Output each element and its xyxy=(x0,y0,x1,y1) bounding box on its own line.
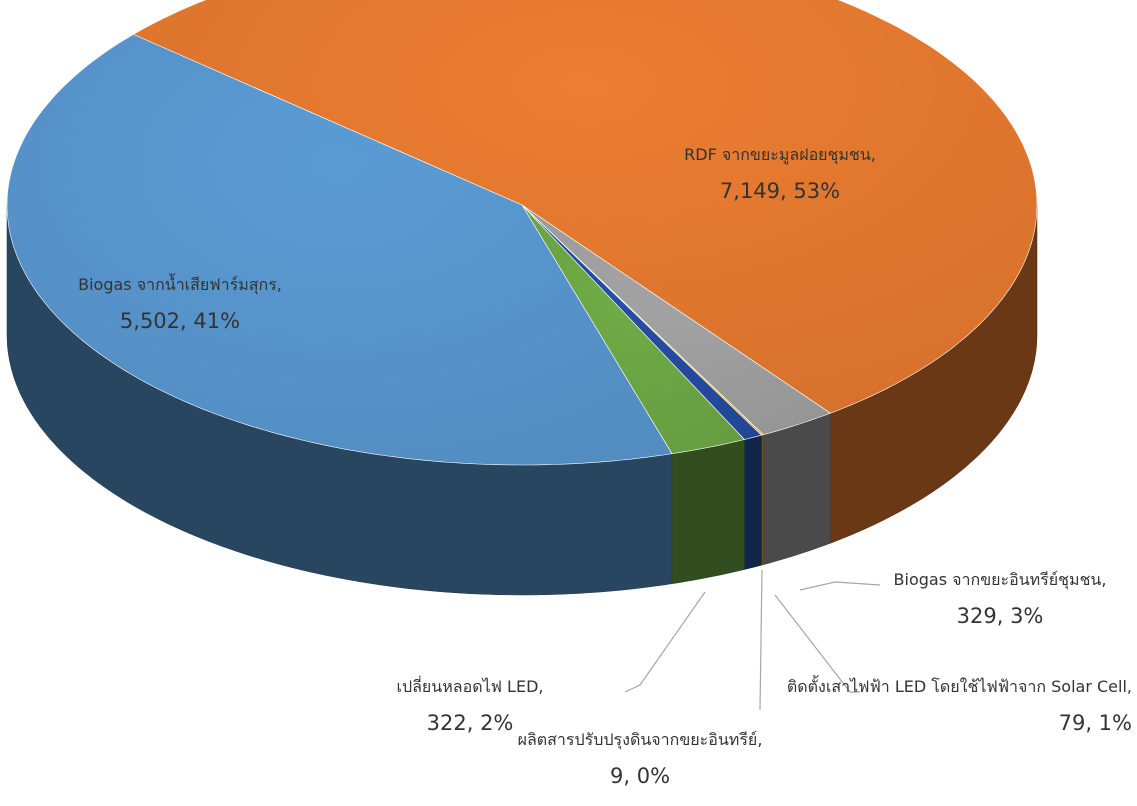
sep: , xyxy=(1127,677,1132,696)
sep: , xyxy=(277,275,282,294)
data-label: ผลิตสารปรับปรุงดินจากขยะอินทรีย์, xyxy=(518,730,763,750)
leader-line xyxy=(624,591,706,693)
slice xyxy=(521,204,832,436)
percent-label: 1% xyxy=(1099,711,1132,735)
sep: , xyxy=(467,711,480,735)
data-label: Biogas จากน้ำเสียฟาร์มสุกร, xyxy=(78,273,282,295)
percent-label: 41% xyxy=(193,309,240,333)
data-label: ติดตั้งเสาไฟฟ้า LED โดยใช้ไฟฟ้าจาก Solar… xyxy=(787,675,1132,696)
sep: , xyxy=(1101,570,1106,589)
leader-line xyxy=(799,581,881,591)
sep: , xyxy=(623,764,636,788)
value-label: 329 xyxy=(957,604,997,628)
percent-label: 3% xyxy=(1010,604,1043,628)
slice-side xyxy=(671,439,745,584)
leader-line xyxy=(774,594,860,693)
category-name: Biogas จากน้ำเสียฟาร์มสุกร xyxy=(78,273,277,295)
data-label: Biogas จากขยะอินทรีย์ชุมชน, xyxy=(894,570,1107,590)
sep: , xyxy=(538,677,543,696)
leader-line xyxy=(759,569,763,711)
percent-label: 53% xyxy=(793,179,840,203)
data-label: เปลี่ยนหลอดไฟ LED, xyxy=(397,675,544,696)
value-label: 322 xyxy=(427,711,467,735)
sep: , xyxy=(180,309,193,333)
category-name: ติดตั้งเสาไฟฟ้า LED โดยใช้ไฟฟ้าจาก Solar… xyxy=(787,675,1127,696)
sep: , xyxy=(1085,711,1098,735)
category-name: เปลี่ยนหลอดไฟ LED xyxy=(397,675,539,696)
data-label: 9, 0% xyxy=(610,764,670,788)
category-name: ผลิตสารปรับปรุงดินจากขยะอินทรีย์ xyxy=(518,730,758,750)
data-label: 79, 1% xyxy=(1059,711,1132,735)
slice xyxy=(521,204,745,455)
slice xyxy=(6,34,673,466)
slice xyxy=(132,0,1038,414)
value-label: 7,149 xyxy=(720,179,780,203)
data-label: 7,149, 53% xyxy=(720,179,840,203)
sep: , xyxy=(780,179,793,203)
slice-side xyxy=(761,434,764,566)
sep: , xyxy=(757,730,762,749)
category-name: RDF จากขยะมูลฝอยชุมชน xyxy=(684,145,871,165)
category-name: Biogas จากขยะอินทรีย์ชุมชน xyxy=(894,570,1102,590)
value-label: 9 xyxy=(610,764,623,788)
slice-side xyxy=(744,434,762,570)
sep: , xyxy=(997,604,1010,628)
percent-label: 0% xyxy=(637,764,670,788)
data-label: 329, 3% xyxy=(957,604,1044,628)
data-label: 322, 2% xyxy=(427,711,514,735)
data-label: 5,502, 41% xyxy=(120,309,240,333)
sep: , xyxy=(871,145,876,164)
value-label: 79 xyxy=(1059,711,1086,735)
percent-label: 2% xyxy=(480,711,513,735)
value-label: 5,502 xyxy=(120,309,180,333)
slice-side xyxy=(763,412,831,566)
data-label: RDF จากขยะมูลฝอยชุมชน, xyxy=(684,145,876,165)
